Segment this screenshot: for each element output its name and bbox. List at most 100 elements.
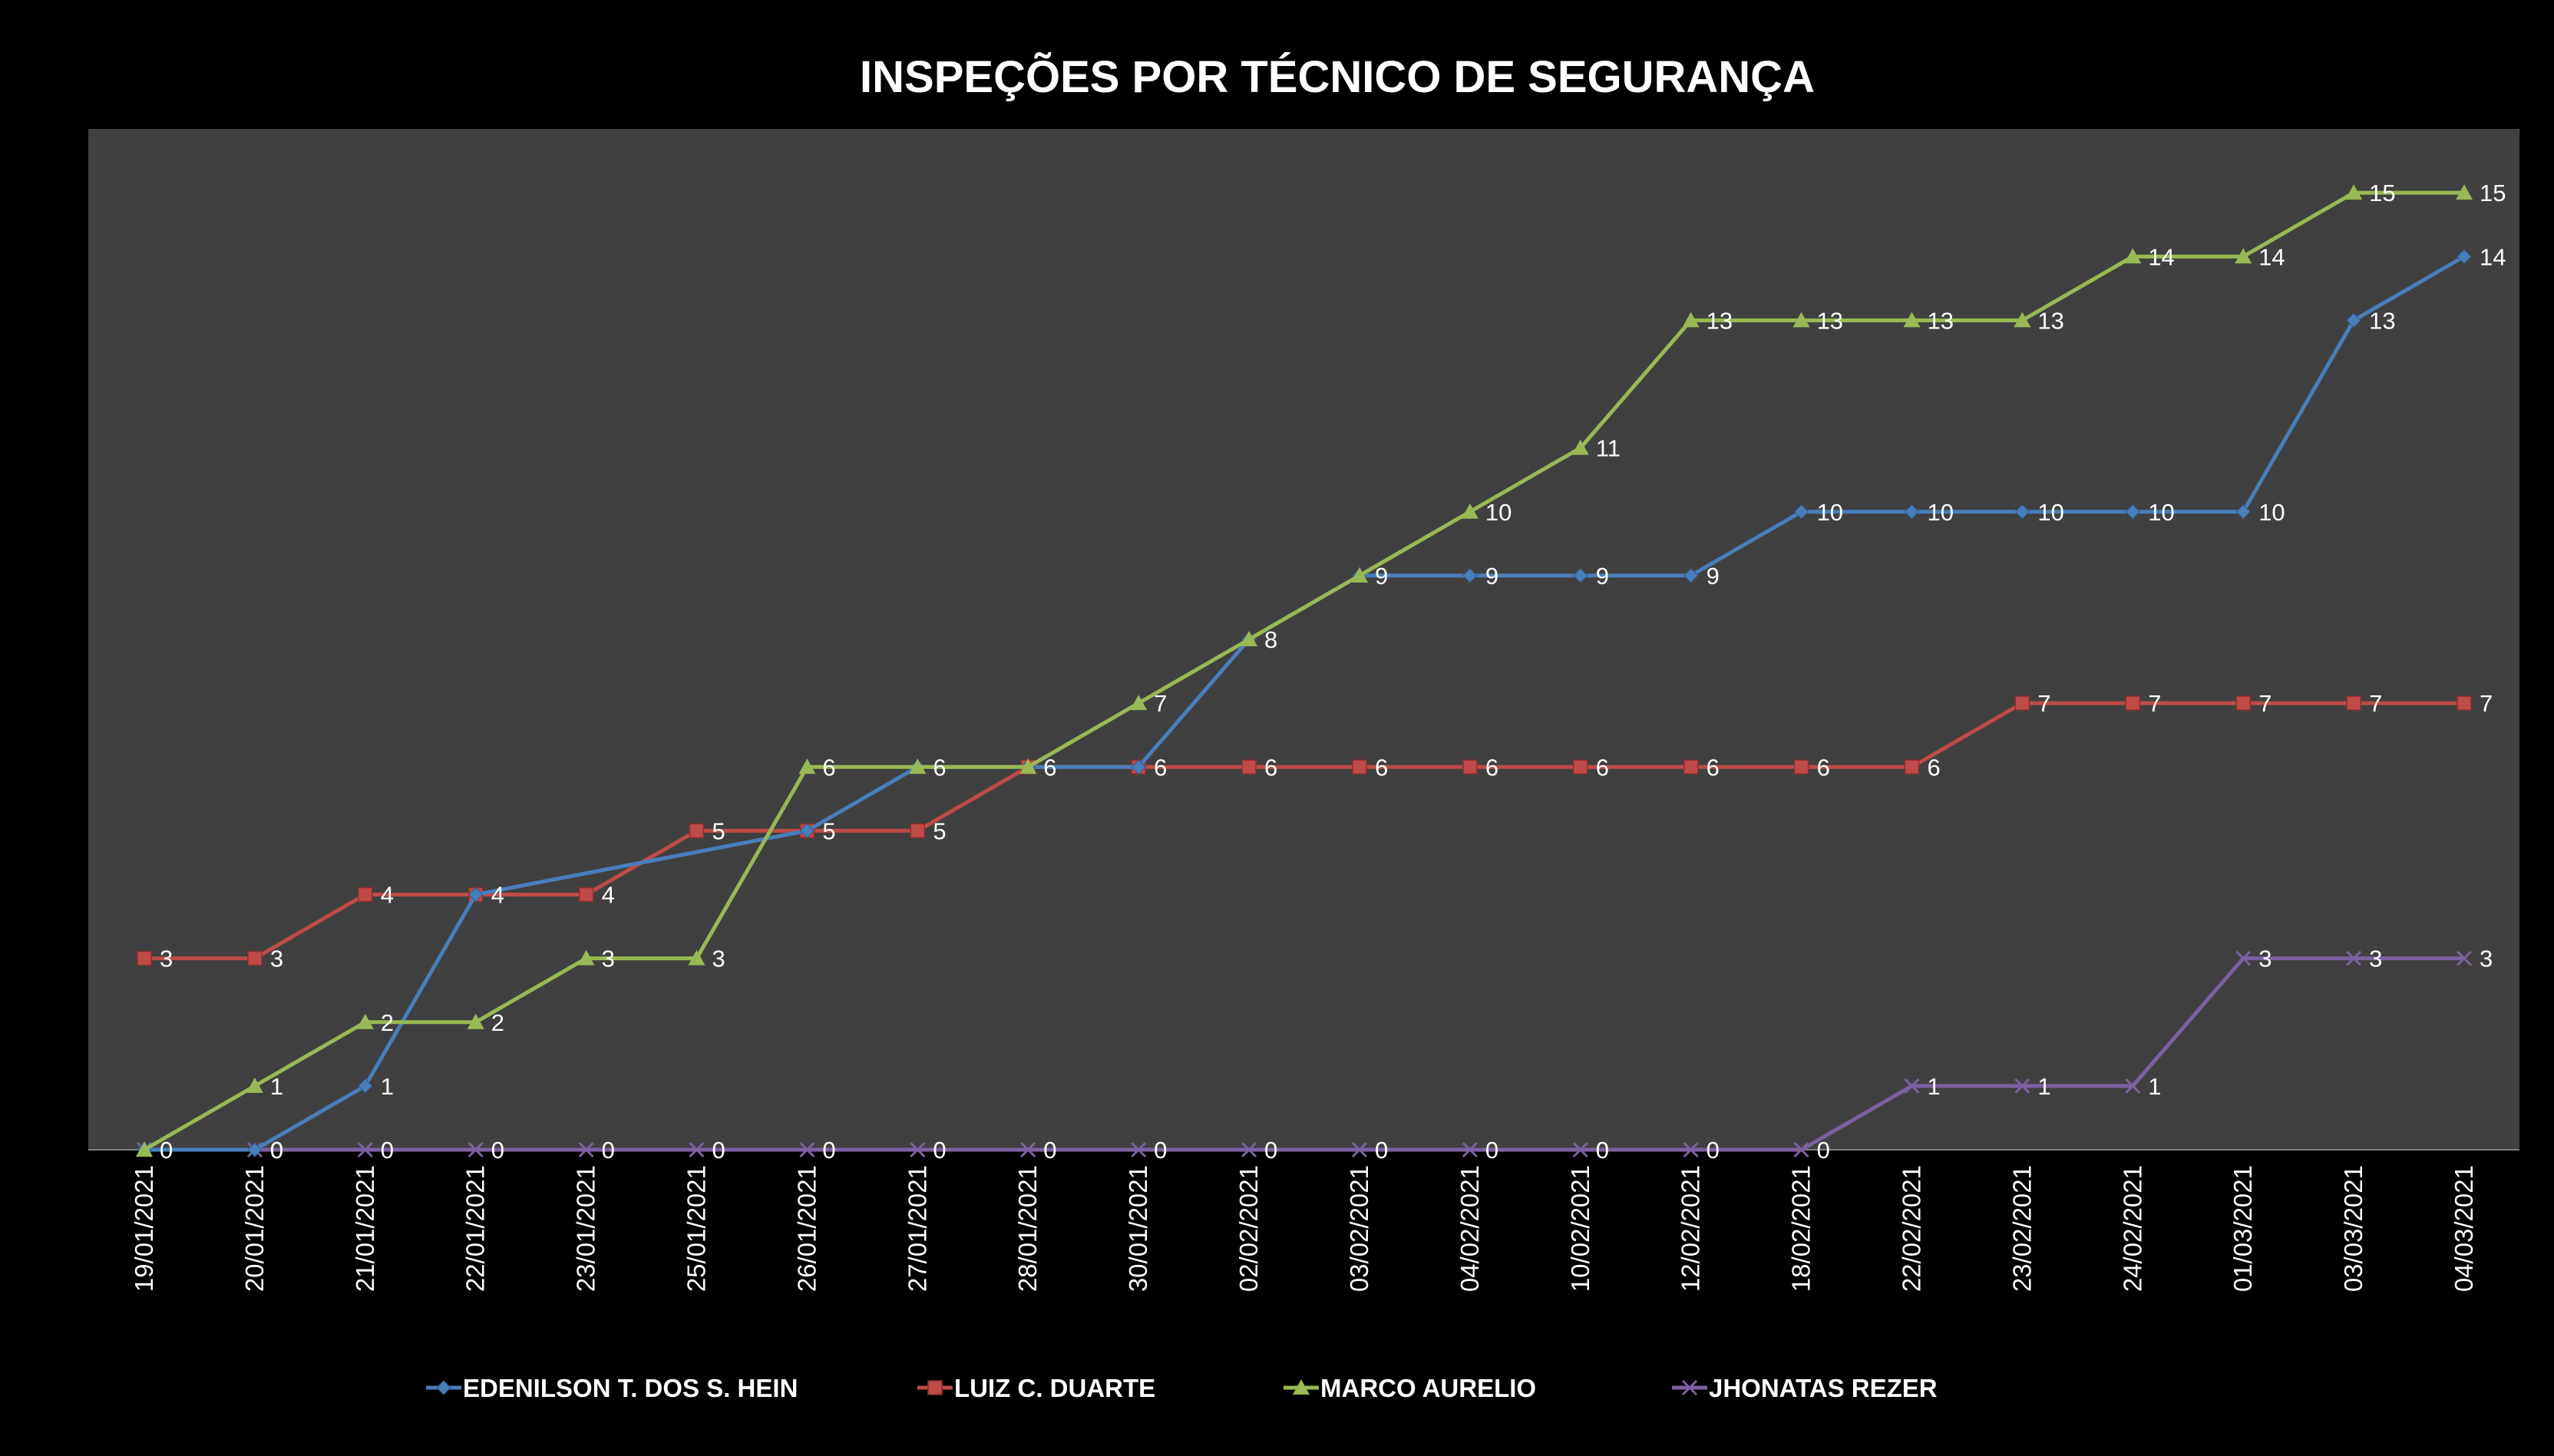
data-point-edenilson-t-dos-s-hein: [2125, 504, 2140, 520]
x-tick-label: 25/01/2021: [682, 1165, 711, 1292]
data-label-marco-aurelio: 1: [270, 1073, 283, 1100]
data-point-marco-aurelio: [1461, 503, 1479, 519]
x-tick-label: 04/02/2021: [1455, 1165, 1484, 1292]
data-point-edenilson-t-dos-s-hein: [1793, 504, 1809, 520]
data-point-edenilson-t-dos-s-hein: [1462, 568, 1478, 583]
data-point-marco-aurelio: [577, 949, 595, 966]
data-label-marco-aurelio: 15: [2369, 180, 2395, 206]
series-line-edenilson-t-dos-s-hein: [144, 255, 2466, 1152]
data-point-jhonatas-rezer: [1793, 1141, 1809, 1158]
data-point-jhonatas-rezer: [1904, 1078, 1920, 1094]
data-label-luiz-c-duarte: 6: [1927, 754, 1940, 781]
data-point-luiz-c-duarte: [2235, 695, 2251, 711]
data-label-marco-aurelio: 3: [602, 946, 615, 972]
x-tick-label: 10/02/2021: [1566, 1165, 1594, 1292]
data-point-jhonatas-rezer: [2456, 950, 2473, 966]
data-label-luiz-c-duarte: 6: [1485, 754, 1498, 781]
data-label-jhonatas-rezer: 0: [491, 1137, 504, 1164]
data-label-luiz-c-duarte: 6: [1596, 754, 1609, 781]
series-marco-aurelio: [136, 184, 2473, 1157]
data-label-jhonatas-rezer: 3: [2258, 946, 2272, 972]
data-point-luiz-c-duarte: [2457, 695, 2472, 711]
data-label-jhonatas-rezer: 0: [160, 1137, 173, 1164]
legend-swatch-marker: [1293, 1379, 1310, 1395]
legend-item-marco-aurelio: MARCO AURELIO: [1284, 1374, 1536, 1402]
data-point-luiz-c-duarte: [2014, 695, 2030, 711]
data-label-edenilson-t-dos-s-hein: 9: [1707, 563, 1720, 589]
data-point-jhonatas-rezer: [1241, 1141, 1257, 1158]
data-label-jhonatas-rezer: 0: [712, 1137, 725, 1164]
data-point-marco-aurelio: [2345, 184, 2363, 200]
x-tick-label: 28/01/2021: [1013, 1165, 1042, 1292]
legend-item-luiz-c-duarte: LUIZ C. DUARTE: [917, 1374, 1155, 1402]
data-point-marco-aurelio: [2456, 184, 2473, 200]
data-point-luiz-c-duarte: [2125, 695, 2141, 711]
data-label-luiz-c-duarte: 6: [1817, 754, 1830, 781]
x-tick-label: 04/03/2021: [2450, 1165, 2478, 1292]
data-label-jhonatas-rezer: 0: [933, 1137, 946, 1164]
plot-area: [88, 129, 2519, 1150]
data-label-marco-aurelio: 11: [1596, 435, 1621, 462]
data-point-luiz-c-duarte: [247, 950, 263, 966]
data-label-jhonatas-rezer: 0: [602, 1137, 615, 1164]
data-point-luiz-c-duarte: [137, 950, 152, 966]
data-label-jhonatas-rezer: 3: [2480, 946, 2493, 972]
data-label-marco-aurelio: 2: [491, 1009, 504, 1036]
data-point-jhonatas-rezer: [1020, 1141, 1036, 1158]
data-label-luiz-c-duarte: 6: [1264, 754, 1277, 781]
x-tick-label: 30/01/2021: [1124, 1165, 1152, 1292]
data-point-marco-aurelio: [2014, 312, 2031, 328]
x-tick-label: 01/03/2021: [2229, 1165, 2257, 1292]
legend-label: EDENILSON T. DOS S. HEIN: [463, 1374, 798, 1402]
x-tick-label: 19/01/2021: [130, 1165, 158, 1292]
data-point-marco-aurelio: [467, 1013, 484, 1029]
data-label-marco-aurelio: 13: [1927, 307, 1953, 334]
legend-item-jhonatas-rezer: JHONATAS REZER: [1672, 1374, 1938, 1402]
data-point-jhonatas-rezer: [2014, 1078, 2030, 1094]
data-label-edenilson-t-dos-s-hein: 9: [1596, 563, 1609, 589]
data-point-edenilson-t-dos-s-hein: [1131, 759, 1146, 774]
data-point-edenilson-t-dos-s-hein: [2457, 249, 2472, 264]
x-tick-label: 18/02/2021: [1787, 1165, 1816, 1292]
data-point-jhonatas-rezer: [578, 1141, 594, 1158]
chart-title: INSPEÇÕES POR TÉCNICO DE SEGURANÇA: [860, 52, 1815, 102]
data-label-edenilson-t-dos-s-hein: 10: [1927, 499, 1953, 526]
data-point-marco-aurelio: [909, 758, 927, 774]
data-point-jhonatas-rezer: [468, 1141, 484, 1158]
data-label-luiz-c-duarte: 3: [160, 946, 173, 972]
data-label-luiz-c-duarte: 7: [2148, 690, 2161, 717]
legend-item-edenilson-t-dos-s-hein: EDENILSON T. DOS S. HEIN: [426, 1374, 798, 1402]
data-point-edenilson-t-dos-s-hein: [1683, 568, 1699, 583]
data-point-jhonatas-rezer: [1462, 1141, 1478, 1158]
data-point-marco-aurelio: [1241, 631, 1258, 646]
data-label-edenilson-t-dos-s-hein: 13: [2369, 307, 2395, 334]
data-label-jhonatas-rezer: 3: [2369, 946, 2382, 972]
legend-label: JHONATAS REZER: [1709, 1374, 1938, 1402]
data-label-marco-aurelio: 14: [2148, 243, 2174, 270]
data-label-jhonatas-rezer: 0: [270, 1137, 283, 1164]
data-label-marco-aurelio: 13: [1707, 307, 1733, 334]
x-tick-label: 03/02/2021: [1345, 1165, 1373, 1292]
data-point-edenilson-t-dos-s-hein: [2346, 312, 2361, 329]
data-label-luiz-c-duarte: 6: [1375, 754, 1388, 781]
data-label-marco-aurelio: 2: [381, 1009, 394, 1036]
data-label-luiz-c-duarte: 6: [1707, 754, 1720, 781]
data-label-edenilson-t-dos-s-hein: 8: [1264, 626, 1277, 653]
data-point-marco-aurelio: [1903, 312, 1921, 328]
data-point-jhonatas-rezer: [689, 1141, 705, 1158]
data-point-marco-aurelio: [1682, 312, 1700, 328]
series-layer: [136, 184, 2473, 1158]
data-label-jhonatas-rezer: 1: [2148, 1073, 2161, 1100]
data-point-jhonatas-rezer: [2235, 950, 2252, 966]
data-label-edenilson-t-dos-s-hein: 1: [381, 1073, 394, 1100]
data-label-marco-aurelio: 10: [1485, 499, 1512, 526]
data-label-luiz-c-duarte: 7: [2037, 690, 2050, 717]
data-point-edenilson-t-dos-s-hein: [247, 1142, 263, 1157]
data-label-edenilson-t-dos-s-hein: 10: [1817, 499, 1843, 526]
series-line-luiz-c-duarte: [144, 701, 2464, 961]
data-point-luiz-c-duarte: [1904, 759, 1920, 774]
legend-swatch-marker: [436, 1380, 451, 1395]
x-tick-label: 22/01/2021: [461, 1165, 490, 1292]
data-label-jhonatas-rezer: 1: [1927, 1073, 1940, 1100]
series-line-jhonatas-rezer: [144, 956, 2464, 1152]
